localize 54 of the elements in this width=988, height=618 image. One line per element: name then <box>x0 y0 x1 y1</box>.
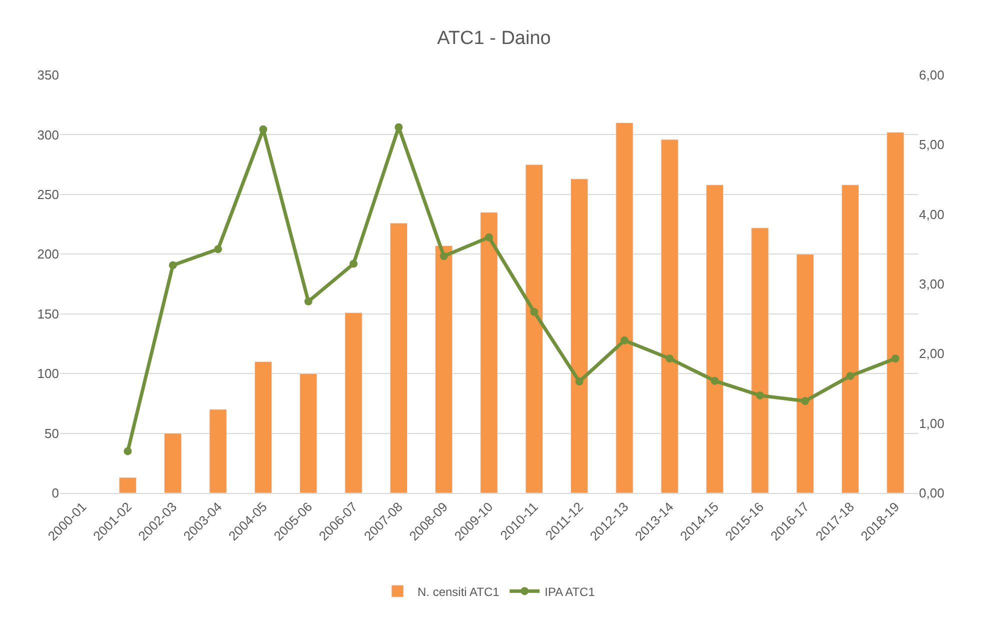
y2-tick-label: 1,00 <box>919 416 944 431</box>
y-tick-label: 250 <box>37 186 59 202</box>
y2-tick-label: 5,00 <box>919 137 944 152</box>
bar <box>435 246 453 493</box>
y-tick-label: 0 <box>52 486 59 501</box>
bar <box>841 184 860 493</box>
y-tick-label: 200 <box>37 246 59 262</box>
point <box>394 123 403 132</box>
point <box>620 336 628 344</box>
bar <box>344 312 362 493</box>
y2-tick-label: 4,00 <box>919 206 944 222</box>
point <box>846 372 854 380</box>
y2-tick-label: 3,00 <box>919 276 944 292</box>
bar <box>118 477 137 493</box>
point <box>259 125 268 134</box>
y-tick-label: 300 <box>37 127 59 142</box>
point <box>756 391 764 400</box>
bar <box>209 409 227 493</box>
point <box>801 397 810 406</box>
point <box>440 252 448 260</box>
bar <box>254 361 272 493</box>
y2-tick-label: 6,00 <box>919 68 944 83</box>
point <box>124 447 132 456</box>
point <box>350 260 358 268</box>
point <box>214 245 222 254</box>
bar <box>570 178 588 493</box>
bar <box>616 122 634 493</box>
bar <box>164 433 182 493</box>
bar <box>886 132 904 493</box>
bar <box>390 222 408 493</box>
point <box>666 354 674 363</box>
bar <box>525 164 543 493</box>
point <box>530 308 538 316</box>
y-tick-label: 150 <box>37 306 59 322</box>
legend-label: IPA ATC1 <box>544 584 596 599</box>
bar <box>300 373 318 493</box>
point <box>485 233 493 242</box>
y2-tick-label: 2,00 <box>919 346 944 362</box>
point <box>710 376 719 385</box>
y-tick-label: 100 <box>37 366 59 382</box>
legend-label: N. censiti ATC1 <box>418 584 500 599</box>
point <box>168 261 177 270</box>
bar <box>796 254 814 493</box>
y-tick-label: 350 <box>37 68 59 83</box>
bar <box>480 212 498 493</box>
point <box>891 354 900 363</box>
y-tick-label: 50 <box>44 426 59 441</box>
point <box>304 297 312 306</box>
chart-title: ATC1 - Daino <box>437 28 551 50</box>
bar <box>660 139 678 493</box>
point <box>575 378 584 386</box>
y2-tick-label: 0,00 <box>919 486 944 501</box>
bar <box>706 184 724 493</box>
bar <box>751 228 769 493</box>
